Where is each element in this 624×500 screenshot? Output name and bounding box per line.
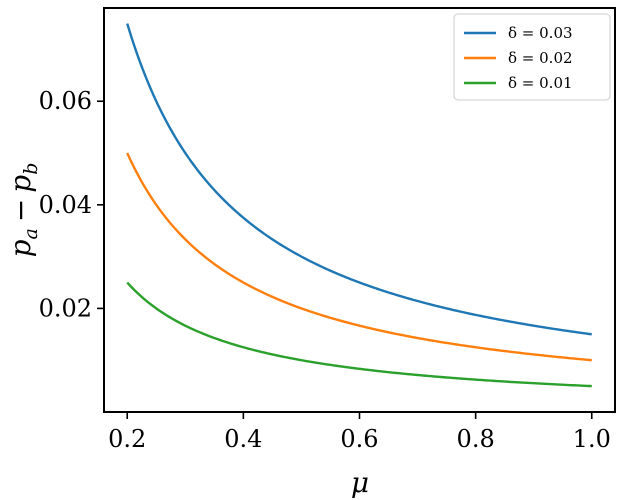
y-axis-label-sub-a: a	[20, 228, 42, 239]
y-axis-label: pa−pb	[4, 163, 42, 258]
series-line-2	[126, 281, 592, 388]
y-tick-label: 0.06	[39, 87, 92, 115]
x-tick-label: 1.0	[573, 425, 611, 453]
legend: δ = 0.03 δ = 0.02 δ = 0.01	[453, 13, 611, 101]
x-tick-label: 0.2	[108, 425, 146, 453]
y-tick-label: 0.02	[39, 294, 92, 322]
y-axis-label-main: p	[4, 239, 37, 257]
x-tick-label: 0.6	[340, 425, 378, 453]
y-axis: 0.02 0.04 0.06	[39, 87, 104, 322]
legend-label-0: δ = 0.03	[508, 24, 573, 42]
y-axis-label-main-2: p	[4, 175, 37, 193]
svg-text:pa−pb: pa−pb	[4, 163, 42, 258]
x-axis-label: μ	[351, 466, 369, 499]
x-tick-label: 0.4	[224, 425, 262, 453]
series-line-0	[126, 23, 592, 336]
series-layer	[126, 23, 592, 388]
legend-label-1: δ = 0.02	[508, 49, 573, 67]
x-tick-label: 0.8	[457, 425, 495, 453]
y-tick-label: 0.04	[39, 191, 92, 219]
x-axis: 0.2 0.4 0.6 0.8 1.0	[108, 412, 611, 453]
legend-box	[453, 13, 611, 101]
y-axis-label-sub-b: b	[20, 163, 42, 175]
series-line-1	[126, 152, 592, 362]
legend-label-2: δ = 0.01	[508, 74, 573, 92]
y-axis-label-minus: −	[4, 199, 37, 222]
